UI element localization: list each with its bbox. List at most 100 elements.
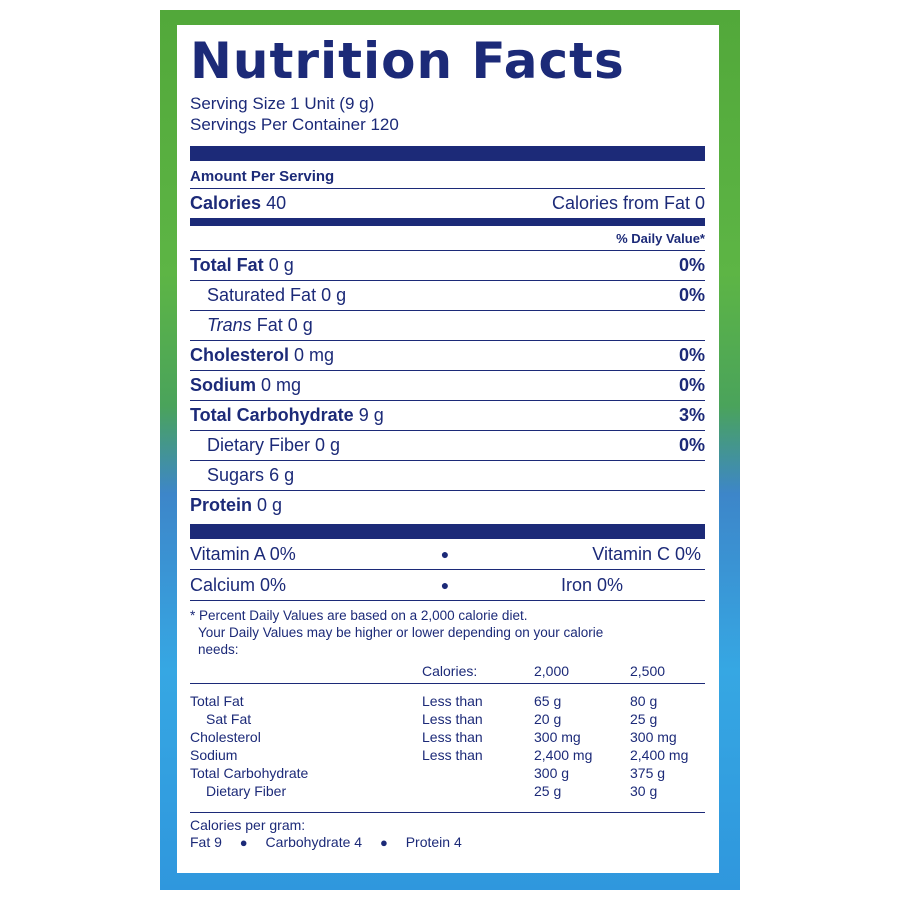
- amount-per-serving: Amount Per Serving: [190, 161, 705, 189]
- table-cell-2500: 80 g: [630, 693, 658, 709]
- nutrient-label-rest: Fat: [256, 315, 283, 335]
- nutrient-amount: 0 g: [315, 435, 341, 455]
- divider-thick: [190, 146, 705, 161]
- table-header-2500: 2,500: [630, 662, 705, 684]
- table-cell-2500: 375 g: [630, 765, 666, 781]
- calcium: Calcium 0%: [190, 574, 287, 595]
- nutrient-amount: 9 g: [358, 405, 384, 425]
- vitamin-row: Vitamin A 0% ● Vitamin C 0%: [190, 539, 705, 570]
- nutrient-label: Sugars: [207, 465, 265, 485]
- nutrient-row-dietary-fiber: Dietary Fiber 0 g 0%: [190, 431, 705, 461]
- table-cell-name: Dietary Fiber: [206, 783, 287, 799]
- nutrient-dv: 0%: [678, 285, 705, 305]
- nutrient-row-protein: Protein 0 g: [190, 491, 705, 520]
- nutrient-dv: 0%: [678, 345, 705, 365]
- table-cell-limit: Less than: [422, 729, 483, 745]
- table-cell-name: Sat Fat: [206, 711, 252, 727]
- nutrient-dv: 0%: [678, 255, 705, 275]
- table-row: Sodium Less than 2,400 mg 2,400 mg: [190, 746, 705, 764]
- nutrient-row-cholesterol: Cholesterol 0 mg 0%: [190, 341, 705, 371]
- cpg-carbohydrate: Carbohydrate 4: [265, 834, 363, 850]
- label-title: Nutrition Facts: [190, 32, 625, 90]
- divider-thick: [190, 524, 705, 539]
- nutrient-dv: 0%: [678, 435, 705, 455]
- daily-values-table: Calories: 2,000 2,500 Total Fat Less tha…: [190, 662, 705, 800]
- nutrient-dv: 0%: [678, 375, 705, 395]
- amount-per-serving-label: Amount Per Serving: [190, 168, 335, 185]
- serving-size: Serving Size 1 Unit (9 g): [190, 94, 375, 113]
- table-cell-2000: 20 g: [534, 711, 562, 727]
- table-cell-limit: Less than: [422, 747, 483, 763]
- iron: Iron 0%: [561, 574, 624, 595]
- nutrient-label: Cholesterol: [190, 345, 290, 365]
- vitamin-c: Vitamin C 0%: [592, 543, 701, 564]
- table-cell-limit: Less than: [422, 693, 483, 709]
- nutrient-label: Trans: [207, 315, 252, 335]
- nutrient-dv: 3%: [678, 405, 705, 425]
- calories-value: 40: [266, 193, 287, 213]
- bullet-icon: ●: [440, 577, 450, 593]
- table-cell-2500: 2,400 mg: [630, 747, 689, 763]
- table-row: Total Carbohydrate 300 g 375 g: [190, 764, 705, 782]
- table-cell-limit: Less than: [422, 711, 483, 727]
- table-header-2000: 2,000: [534, 662, 630, 684]
- nutrient-amount: 0 g: [287, 315, 313, 335]
- footnote: * Percent Daily Values are based on a 2,…: [190, 607, 705, 658]
- table-cell-2000: 300 mg: [534, 729, 581, 745]
- table-cell-2000: 300 g: [534, 765, 570, 781]
- table-row: Sat Fat Less than 20 g 25 g: [190, 710, 705, 728]
- nutrient-amount: 0 g: [257, 495, 283, 515]
- footnote-line: * Percent Daily Values are based on a 2,…: [190, 608, 528, 623]
- mineral-row: Calcium 0% ● Iron 0%: [190, 570, 705, 601]
- servings-per-container: Servings Per Container 120: [190, 115, 399, 134]
- nutrient-label: Dietary Fiber: [207, 435, 311, 455]
- divider-medium: [190, 219, 705, 226]
- daily-value-header: % Daily Value*: [190, 226, 705, 251]
- table-row: Cholesterol Less than 300 mg 300 mg: [190, 728, 705, 746]
- nutrient-amount: 0 mg: [294, 345, 335, 365]
- footnote-line: needs:: [198, 642, 239, 657]
- nutrient-label: Sodium: [190, 375, 256, 395]
- bullet-icon: ●: [440, 546, 450, 562]
- table-cell-2000: 25 g: [534, 783, 562, 799]
- nutrient-row-total-carbohydrate: Total Carbohydrate 9 g 3%: [190, 401, 705, 431]
- table-cell-2500: 300 mg: [630, 729, 677, 745]
- cpg-fat: Fat 9: [190, 834, 222, 850]
- nutrient-amount: 6 g: [269, 465, 295, 485]
- nutrient-label: Saturated Fat: [207, 285, 317, 305]
- table-cell-limit: [422, 782, 534, 800]
- table-header-row: Calories: 2,000 2,500: [190, 662, 705, 684]
- table-cell-2000: 2,400 mg: [534, 747, 593, 763]
- table-row: Total Fat Less than 65 g 80 g: [190, 684, 705, 711]
- calories-per-gram: Calories per gram: Fat 9 ● Carbohydrate …: [190, 812, 705, 851]
- vitamin-a: Vitamin A 0%: [190, 543, 296, 564]
- bullet-icon: ●: [239, 835, 248, 850]
- nutrient-label: Total Carbohydrate: [190, 405, 354, 425]
- table-cell-name: Sodium: [190, 747, 238, 763]
- nutrient-label: Protein: [190, 495, 253, 515]
- nutrient-label: Total Fat: [190, 255, 264, 275]
- nutrient-row-sugars: Sugars 6 g: [190, 461, 705, 491]
- calories-row: Calories 40 Calories from Fat 0: [190, 189, 705, 219]
- table-cell-name: Total Fat: [190, 693, 244, 709]
- table-cell-name: Cholesterol: [190, 729, 261, 745]
- calories-label: Calories: [190, 193, 262, 213]
- table-cell-2500: 25 g: [630, 711, 658, 727]
- table-header-label: Calories:: [422, 662, 534, 684]
- cpg-protein: Protein 4: [405, 834, 462, 850]
- table-row: Dietary Fiber 25 g 30 g: [190, 782, 705, 800]
- nutrient-amount: 0 g: [268, 255, 294, 275]
- nutrient-amount: 0 g: [321, 285, 347, 305]
- nutrient-amount: 0 mg: [261, 375, 302, 395]
- bullet-icon: ●: [379, 835, 388, 850]
- table-cell-2500: 30 g: [630, 783, 658, 799]
- table-cell-2000: 65 g: [534, 693, 562, 709]
- footnote-line: Your Daily Values may be higher or lower…: [198, 625, 604, 640]
- nutrient-row-saturated-fat: Saturated Fat 0 g 0%: [190, 281, 705, 311]
- table-cell-name: Total Carbohydrate: [190, 765, 309, 781]
- nutrition-label: Nutrition Facts Serving Size 1 Unit (9 g…: [177, 25, 719, 873]
- calories-from-fat: Calories from Fat 0: [551, 193, 705, 213]
- table-cell-limit: [422, 764, 534, 782]
- calories-per-gram-label: Calories per gram:: [190, 817, 306, 833]
- daily-value-header-text: % Daily Value*: [616, 230, 705, 246]
